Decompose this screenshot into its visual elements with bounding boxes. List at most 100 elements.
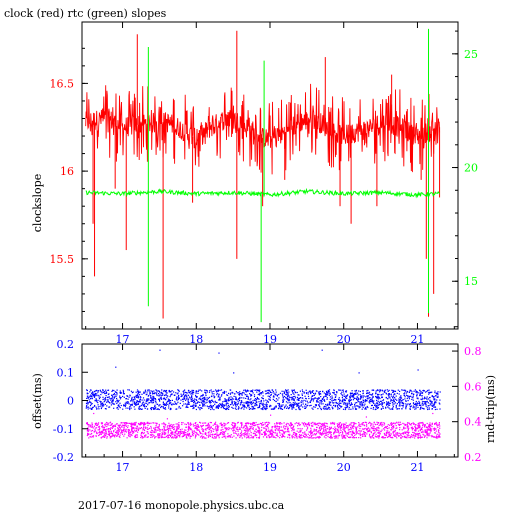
rndtrip-points-point bbox=[374, 431, 376, 433]
offset-points-point bbox=[153, 408, 155, 410]
rndtrip-points-point bbox=[341, 431, 343, 433]
offset-points-point bbox=[94, 405, 96, 407]
rndtrip-points-point bbox=[352, 430, 354, 432]
offset-points-point bbox=[359, 390, 361, 393]
offset-points-point bbox=[399, 396, 401, 398]
rndtrip-points-point bbox=[193, 433, 195, 435]
offset-points-point bbox=[434, 408, 436, 411]
offset-points-point bbox=[119, 392, 121, 394]
rndtrip-points-point bbox=[277, 429, 280, 431]
rndtrip-points-point bbox=[254, 435, 256, 437]
offset-points-point bbox=[353, 394, 355, 396]
offset-points-point bbox=[400, 395, 402, 397]
rndtrip-points-point bbox=[310, 430, 312, 432]
offset-points-point bbox=[351, 403, 353, 405]
rndtrip-points-point bbox=[113, 431, 115, 433]
rndtrip-points-point bbox=[232, 430, 234, 432]
rndtrip-points-point bbox=[109, 437, 111, 439]
rndtrip-points-point bbox=[113, 430, 115, 432]
rndtrip-points-point bbox=[209, 435, 211, 437]
rndtrip-points-point bbox=[271, 430, 273, 432]
rndtrip-points-point bbox=[369, 430, 371, 432]
offset-points-point bbox=[199, 397, 201, 400]
offset-points-point bbox=[268, 398, 270, 400]
rndtrip-points-point bbox=[121, 429, 123, 431]
offset-points-point bbox=[395, 395, 397, 397]
offset-points-point bbox=[297, 405, 299, 407]
offset-points-point bbox=[137, 393, 139, 395]
rndtrip-points-point bbox=[374, 435, 376, 437]
offset-points-point bbox=[415, 390, 417, 392]
offset-points-point bbox=[256, 403, 258, 406]
offset-points-point bbox=[243, 397, 245, 399]
offset-points-point bbox=[104, 400, 106, 402]
rndtrip-points-point bbox=[174, 437, 176, 439]
rndtrip-points-point bbox=[276, 433, 278, 435]
rndtrip-points-point bbox=[393, 427, 395, 429]
rndtrip-points-point bbox=[143, 426, 145, 428]
rndtrip-points-point bbox=[406, 436, 408, 438]
offset-points-point bbox=[293, 404, 295, 406]
offset-points-point bbox=[336, 406, 339, 408]
offset-points-point bbox=[438, 402, 440, 404]
rndtrip-points-point bbox=[426, 422, 428, 425]
offset-points-point bbox=[251, 408, 253, 410]
offset-points-point bbox=[420, 391, 422, 393]
offset-points-point bbox=[393, 391, 395, 393]
rndtrip-points-point bbox=[373, 426, 375, 428]
offset-points-point bbox=[222, 404, 224, 406]
offset-points-point bbox=[300, 404, 302, 406]
offset-points-point bbox=[215, 407, 217, 409]
offset-points-point bbox=[216, 392, 218, 394]
rndtrip-points-point bbox=[259, 433, 261, 435]
offset-points-point bbox=[327, 406, 329, 408]
offset-points-point bbox=[290, 405, 292, 407]
rndtrip-points-point bbox=[147, 422, 149, 424]
rndtrip-points-point bbox=[245, 430, 247, 432]
rndtrip-points-point bbox=[126, 422, 128, 424]
offset-points-point bbox=[423, 401, 425, 403]
offset-points-point bbox=[377, 400, 379, 402]
rndtrip-points-point bbox=[314, 429, 316, 431]
lower-y2label: rnd-trip(ms) bbox=[484, 375, 497, 443]
offset-points-point bbox=[355, 389, 358, 391]
offset-points-point bbox=[123, 404, 125, 406]
rndtrip-points-point bbox=[119, 427, 121, 429]
rndtrip-points-point bbox=[407, 435, 409, 437]
rndtrip-points-point bbox=[298, 423, 300, 425]
rndtrip-points-point bbox=[136, 436, 139, 438]
offset-points-point bbox=[95, 406, 97, 408]
rndtrip-points-point bbox=[210, 429, 212, 431]
rndtrip-points-point bbox=[294, 431, 296, 434]
offset-points-point bbox=[226, 399, 228, 401]
offset-points-point bbox=[171, 393, 173, 396]
rndtrip-points-point bbox=[383, 424, 385, 426]
rndtrip-points-point bbox=[135, 430, 137, 432]
offset-points-point bbox=[305, 406, 307, 408]
offset-points-point bbox=[428, 405, 430, 407]
offset-points-point bbox=[106, 401, 108, 403]
rndtrip-points-point bbox=[351, 433, 353, 435]
rndtrip-points-point bbox=[143, 432, 145, 434]
rndtrip-points-point bbox=[118, 424, 120, 426]
offset-points-point bbox=[100, 407, 102, 410]
offset-points-point bbox=[262, 402, 264, 404]
offset-points-point bbox=[405, 403, 407, 405]
rndtrip-points-point bbox=[121, 431, 123, 434]
rndtrip-points-point bbox=[199, 436, 202, 438]
offset-points-point bbox=[267, 389, 269, 391]
offset-points-point bbox=[387, 402, 389, 404]
rndtrip-points-point bbox=[304, 436, 306, 438]
offset-points-point bbox=[339, 400, 341, 402]
offset-points-point bbox=[242, 404, 245, 406]
offset-points-point bbox=[113, 393, 115, 395]
rndtrip-points-point bbox=[175, 437, 177, 439]
rndtrip-points-point bbox=[147, 431, 149, 433]
offset-points-point bbox=[371, 394, 373, 396]
rndtrip-points-point bbox=[263, 427, 265, 429]
offset-points-point bbox=[412, 405, 415, 407]
offset-points-point bbox=[131, 396, 133, 398]
offset-points-point bbox=[412, 407, 414, 409]
offset-points-point bbox=[252, 406, 254, 408]
